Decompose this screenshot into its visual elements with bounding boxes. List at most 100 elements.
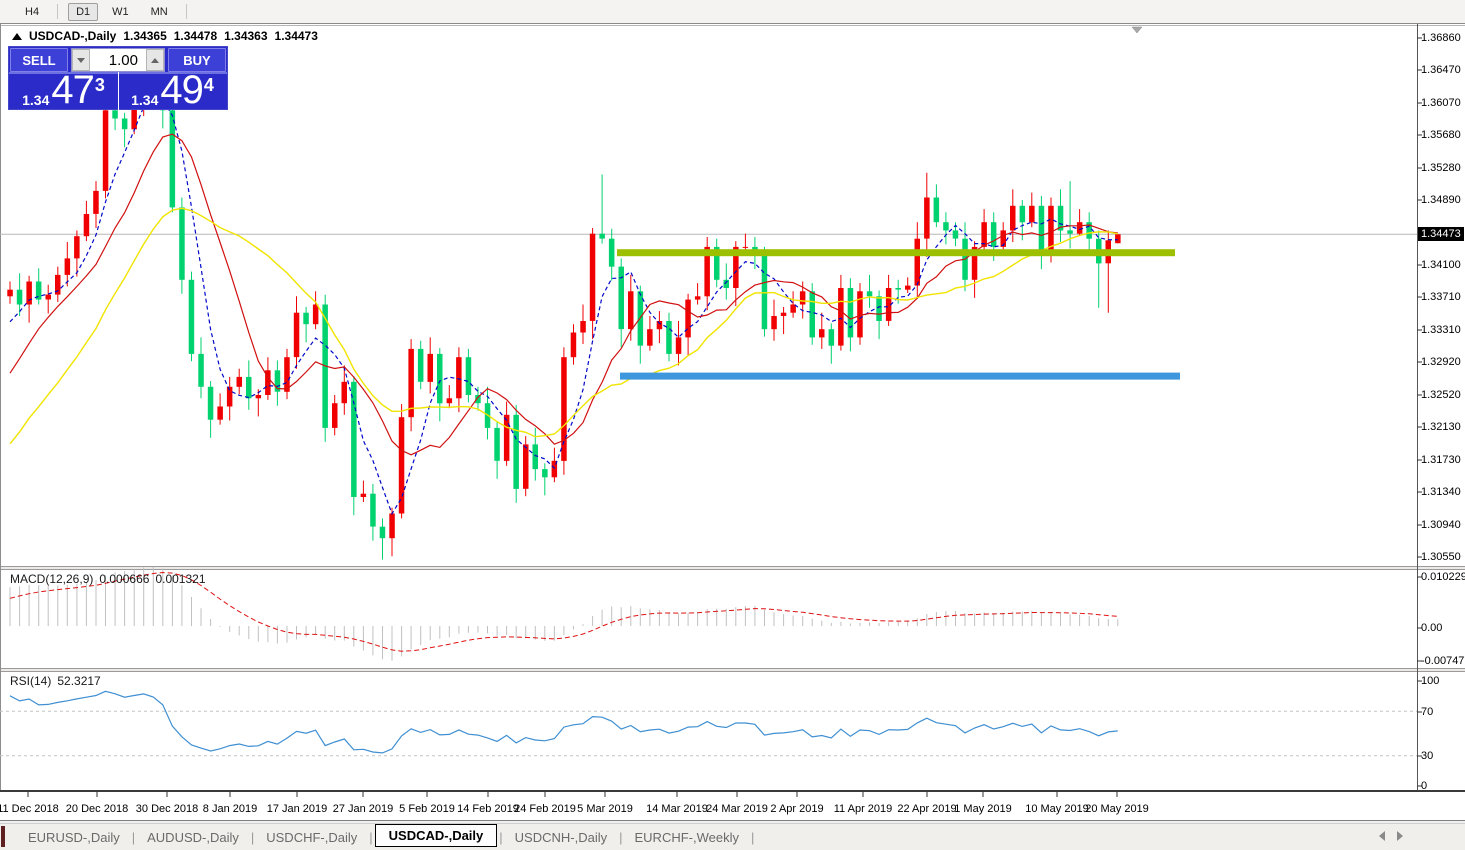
date-label: 10 May 2019 [1025, 803, 1089, 815]
date-label: 11 Dec 2018 [0, 803, 59, 815]
ohlc-high: 1.34478 [173, 29, 218, 43]
date-label: 27 Jan 2019 [332, 803, 394, 815]
volume-input[interactable]: 1.00 [108, 51, 138, 69]
axis-label: 100 [1421, 675, 1440, 687]
axis-label: 1.33710 [1421, 291, 1461, 303]
sell-button[interactable]: SELL [10, 48, 68, 72]
date-label: 22 Apr 2019 [897, 803, 957, 815]
tab-eurchf-weekly[interactable]: EURCHF-,Weekly [634, 829, 740, 845]
date-axis: 11 Dec 2018 20 Dec 2018 30 Dec 2018 8 Jan 2… [0, 790, 1465, 820]
axis-label: 1.35680 [1421, 129, 1461, 141]
buy-price-big: 49 [160, 68, 203, 113]
axis-label: 1.31340 [1421, 486, 1461, 498]
date-label: 14 Feb 2019 [457, 803, 519, 815]
one-click-panel-toggle-icon[interactable] [12, 32, 22, 40]
axis-label: 1.36470 [1421, 64, 1461, 76]
tab-separator: | [751, 829, 755, 845]
tabbar-edge [1, 826, 5, 847]
axis-label: 70 [1421, 706, 1434, 718]
axis-label: 1.33310 [1421, 324, 1461, 336]
timeframe-button-h4[interactable]: H4 [25, 5, 40, 18]
price-axis-border [1417, 24, 1418, 792]
volume-increase-button[interactable] [146, 49, 164, 71]
rsi-panel [0, 672, 1465, 790]
tab-usdcnh-daily[interactable]: USDCNH-,Daily [514, 829, 608, 845]
macd-value-main: 0.000666 [99, 572, 150, 586]
tab-separator: | [369, 829, 373, 845]
one-click-trading-panel: SELL 1.00 BUY 1.34 47 3 1.34 49 4 [8, 46, 228, 110]
chart-symbol-period: USDCAD-,Daily [29, 29, 117, 43]
date-label: 11 Apr 2019 [833, 803, 893, 815]
axis-label: 1.30550 [1421, 551, 1461, 563]
axis-label: 1.34100 [1421, 259, 1461, 271]
axis-label: 1.30940 [1421, 519, 1461, 531]
timeframe-toolbar: H4 D1 W1 MN [0, 0, 1465, 23]
tab-eurusd-daily[interactable]: EURUSD-,Daily [28, 829, 120, 845]
axis-label: -0.007477 [1421, 655, 1465, 667]
chart-title: USDCAD-,Daily 1.34365 1.34478 1.34363 1.… [12, 29, 318, 43]
tab-separator: | [131, 829, 136, 845]
axis-label: 1.35280 [1421, 162, 1461, 174]
axis-label: 0.00 [1421, 622, 1443, 634]
window-top-border [0, 23, 1465, 26]
axis-label: 1.36070 [1421, 97, 1461, 109]
date-label: 24 Feb 2019 [514, 803, 576, 815]
buy-price-pip: 4 [203, 75, 214, 95]
ohlc-close: 1.34473 [274, 29, 318, 43]
sell-price-display[interactable]: 1.34 47 3 [9, 68, 118, 113]
sell-price-big: 47 [51, 68, 94, 113]
axis-label: 1.31730 [1421, 454, 1461, 466]
axis-label: 1.32130 [1421, 421, 1461, 433]
tab-separator: | [499, 829, 503, 845]
date-label: 14 Mar 2019 [646, 803, 708, 815]
ohlc-low: 1.34363 [224, 29, 268, 43]
arrow-up-icon [151, 57, 159, 63]
date-label: 1 May 2019 [954, 803, 1012, 815]
current-price-tag: 1.34473 [1418, 227, 1464, 241]
axis-label: 30 [1421, 750, 1434, 762]
panel-splitter-macd[interactable] [0, 566, 1465, 570]
tab-usdchf-daily[interactable]: USDCHF-,Daily [266, 829, 358, 845]
buy-price-prefix: 1.34 [131, 92, 159, 108]
date-label: 30 Dec 2018 [135, 803, 199, 815]
tab-usdcad-daily[interactable]: USDCAD-,Daily [374, 823, 498, 847]
date-label: 20 Dec 2018 [65, 803, 129, 815]
symbol-tab-bar: EURUSD-,Daily | AUDUSD-,Daily | USDCHF-,Dail… [0, 823, 1465, 850]
tab-separator: | [250, 829, 255, 845]
sell-price-pip: 3 [94, 75, 105, 95]
date-label: 5 Feb 2019 [399, 803, 455, 815]
window-bottom-border [0, 820, 1465, 823]
date-label: 17 Jan 2019 [266, 803, 328, 815]
tab-separator: | [619, 829, 623, 845]
axis-label: 1.36860 [1421, 32, 1461, 44]
timeframe-button-mn[interactable]: MN [150, 5, 168, 18]
axis-label: 0 [1421, 780, 1428, 792]
axis-label: 1.32920 [1421, 356, 1461, 368]
panel-splitter-rsi[interactable] [0, 668, 1465, 672]
tab-audusd-daily[interactable]: AUDUSD-,Daily [147, 829, 239, 845]
date-label: 5 Mar 2019 [577, 803, 633, 815]
timeframe-button-d1[interactable]: D1 [68, 2, 99, 21]
macd-value-signal: 0.001321 [155, 572, 206, 586]
tab-scroll-arrows [1379, 831, 1403, 841]
buy-button[interactable]: BUY [168, 48, 226, 72]
rsi-name: RSI(14) [10, 674, 52, 688]
volume-decrease-button[interactable] [72, 49, 90, 71]
sell-price-prefix: 1.34 [22, 92, 50, 108]
macd-label: MACD(12,26,9) 0.000666 0.001321 [10, 572, 206, 586]
date-label: 24 Mar 2019 [706, 803, 768, 815]
axis-label: 1.32520 [1421, 389, 1461, 401]
window-left-border [0, 24, 1, 824]
toolbar-separator [57, 4, 59, 19]
axis-label: 1.34890 [1421, 194, 1461, 206]
macd-name: MACD(12,26,9) [10, 572, 94, 586]
timeframe-button-w1[interactable]: W1 [112, 5, 129, 18]
buy-price-display[interactable]: 1.34 49 4 [118, 68, 227, 113]
date-label: 8 Jan 2019 [202, 803, 258, 815]
rsi-label: RSI(14) 52.3217 [10, 674, 101, 688]
date-label: 20 May 2019 [1085, 803, 1149, 815]
ohlc-open: 1.34365 [123, 29, 167, 43]
volume-spinner: 1.00 [71, 48, 165, 72]
tab-scroll-left-icon[interactable] [1379, 831, 1385, 841]
tab-scroll-right-icon[interactable] [1397, 831, 1403, 841]
